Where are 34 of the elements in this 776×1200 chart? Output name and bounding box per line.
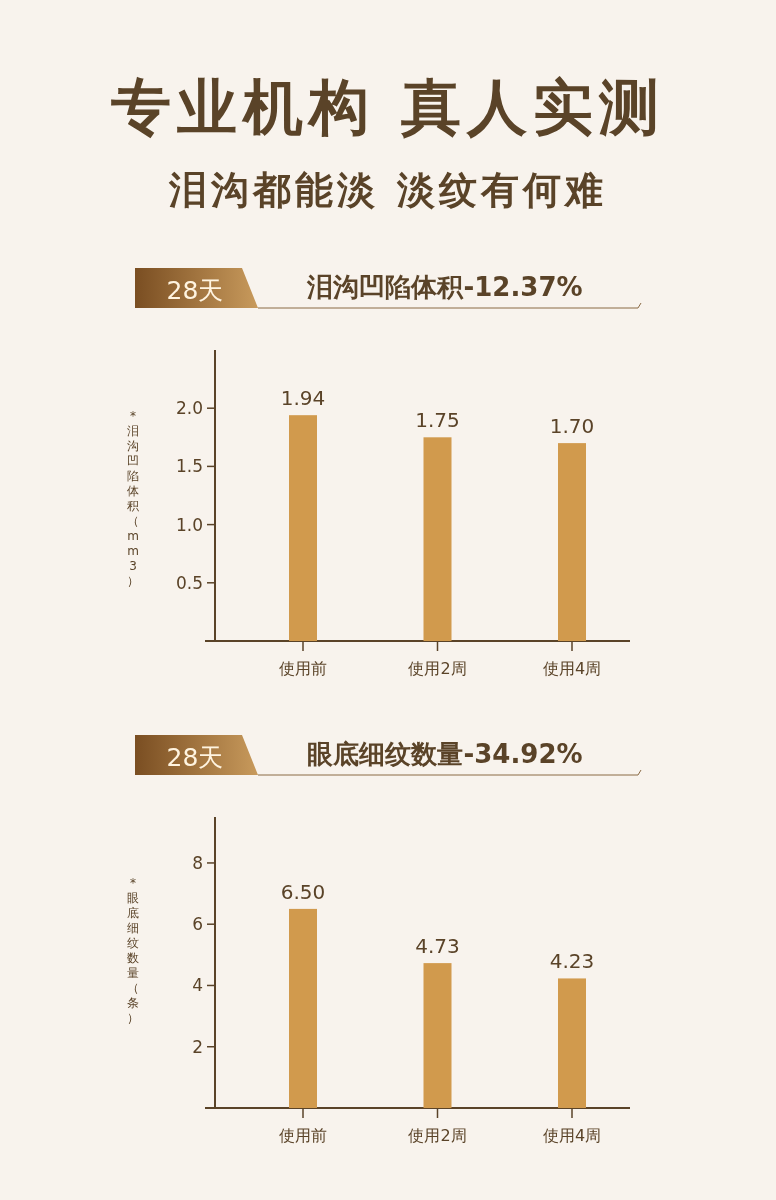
bar — [423, 437, 452, 641]
y-tick-label: 8 — [192, 852, 203, 873]
bar — [289, 908, 317, 1108]
y-tick-label: 6 — [192, 914, 203, 935]
data-label: 1.94 — [280, 386, 326, 411]
text: *泪沟凹陷体积（mm3） — [127, 409, 139, 588]
data-label: 1.75 — [415, 408, 460, 433]
y-tick-label: 2 — [192, 1036, 203, 1057]
y-tick-label: 1.0 — [175, 514, 203, 535]
y-tick-label: 2.0 — [175, 398, 203, 419]
chart-subtitle: 28天 — [166, 743, 224, 772]
chart-subtitle: 28天 — [166, 276, 224, 305]
data-label: 1.70 — [549, 414, 595, 439]
bar — [558, 978, 586, 1108]
chart-title: 泪沟凹陷体积-12.37% — [306, 272, 583, 302]
y-tick-label: 1.5 — [175, 456, 203, 477]
text: *眼底细纹数量（条） — [127, 876, 139, 1025]
x-tick-label: 使用4周 — [542, 659, 602, 678]
bar — [289, 415, 317, 641]
data-label: 4.73 — [415, 934, 460, 959]
x-tick-label: 使用前 — [279, 1126, 327, 1145]
x-tick-label: 使用2周 — [408, 659, 467, 678]
x-tick-label: 使用4周 — [542, 1126, 602, 1145]
data-label: 6.50 — [280, 879, 326, 904]
x-tick-label: 使用2周 — [408, 1126, 467, 1145]
data-label: 4.23 — [549, 949, 595, 974]
y-tick-label: 4 — [192, 975, 203, 996]
text: 泪沟都能淡 淡纹有何难 — [168, 168, 607, 212]
bar — [423, 963, 452, 1108]
bar — [558, 443, 586, 641]
chart-title: 眼底细纹数量-34.92% — [307, 739, 583, 769]
text: 专业机构 真人实测 — [110, 72, 666, 142]
x-tick-label: 使用前 — [279, 659, 327, 678]
y-tick-label: 0.5 — [175, 572, 203, 593]
